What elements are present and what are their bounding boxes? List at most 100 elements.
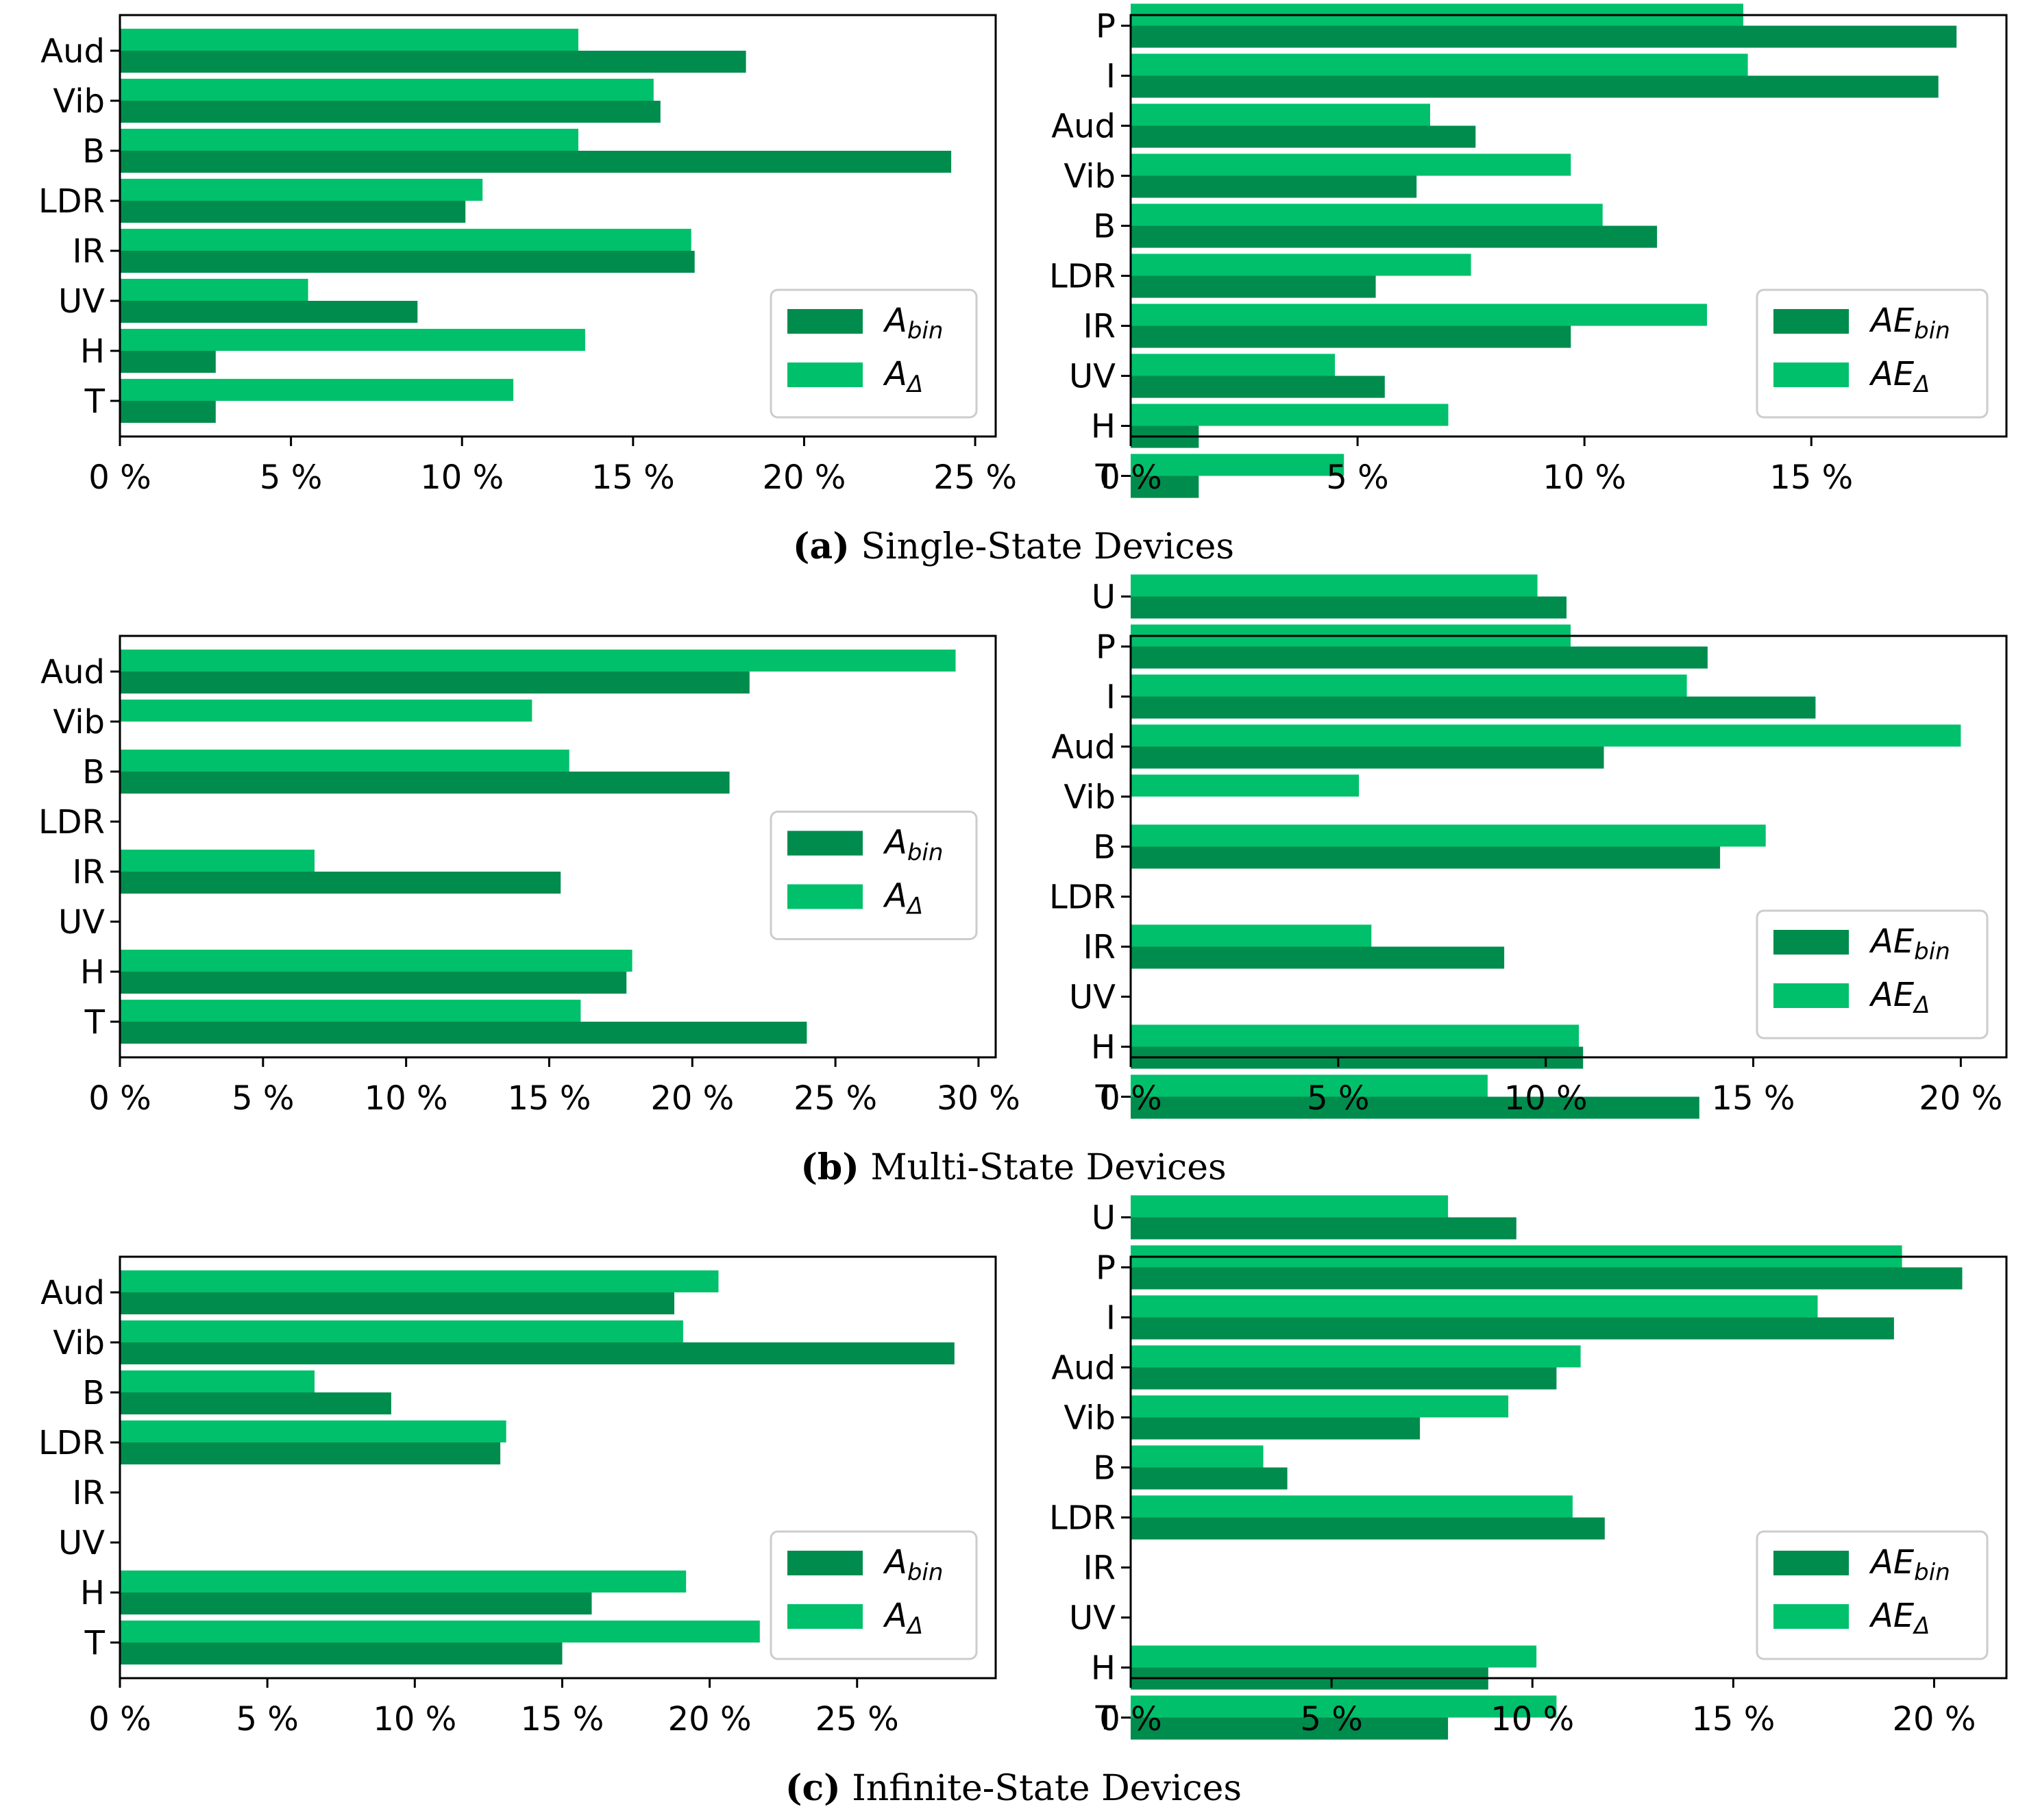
y-tick-label: T xyxy=(84,1624,106,1662)
legend: AEbin AEΔ xyxy=(1756,288,1989,419)
legend-bin-swatch xyxy=(1773,309,1849,334)
bar-bin-h xyxy=(120,351,216,373)
bar-delta-t xyxy=(120,999,581,1022)
bar-delta-ir xyxy=(120,849,315,872)
y-tick-label: H xyxy=(1091,1649,1116,1688)
y-tick-label: LDR xyxy=(38,182,105,221)
y-tick-label: UV xyxy=(58,282,105,321)
caption-b: (b) Multi-State Devices xyxy=(800,1146,1226,1188)
y-tick-label: Vib xyxy=(1064,1399,1116,1438)
bar-bin-b xyxy=(1131,225,1658,248)
legend-box xyxy=(770,1530,978,1660)
bar-delta-ldr xyxy=(120,178,483,201)
x-tick-label: 5 % xyxy=(236,1700,298,1738)
bar-bin-ldr xyxy=(1131,275,1376,298)
x-tick-label: 15 % xyxy=(507,1079,591,1118)
x-tick-label: 20 % xyxy=(1919,1079,2002,1118)
legend-delta-label: AΔ xyxy=(883,877,923,920)
bar-delta-vib xyxy=(1131,153,1571,176)
bar-delta-aud xyxy=(120,1270,719,1292)
y-tick-label: LDR xyxy=(1049,1499,1116,1538)
chart-a-left: Aud Vib B LDR IR UV HT 0 % 5 % 10 % 15 % 20 % 25 % Ab… xyxy=(38,14,1017,497)
bar-delta-t xyxy=(1131,1074,1488,1097)
bar-delta-b xyxy=(120,1370,315,1392)
y-tick-label: Aud xyxy=(1051,728,1116,767)
bar-delta-ldr xyxy=(1131,1495,1573,1518)
x-tick-label: 15 % xyxy=(1769,458,1853,497)
x-tick-label: 15 % xyxy=(591,458,675,497)
legend: AEbin AEΔ xyxy=(1756,909,1989,1040)
bar-delta-h xyxy=(120,328,585,351)
bar-bin-uv xyxy=(120,301,418,323)
bar-delta-vib xyxy=(120,78,654,101)
legend-box xyxy=(770,288,978,419)
y-tick-label: P xyxy=(1096,628,1116,667)
plot-frame xyxy=(1129,14,2008,438)
x-tick-label: 25 % xyxy=(794,1079,877,1118)
bar-delta-h xyxy=(120,1570,687,1592)
caption-b-label: (b) xyxy=(800,1146,859,1188)
x-tick-label: 0 % xyxy=(88,1700,151,1738)
y-tick-label: Aud xyxy=(40,653,105,691)
y-tick-label: UV xyxy=(1069,1599,1116,1638)
legend-bin-label: Abin xyxy=(883,302,943,345)
legend-bin-swatch xyxy=(787,309,863,334)
legend-bin-label: AEbin xyxy=(1869,922,1950,966)
x-tick-label: 10 % xyxy=(1490,1700,1574,1738)
bar-delta-i xyxy=(1131,53,1748,76)
bar-bin-aud xyxy=(1131,125,1476,148)
bar-bin-t xyxy=(1131,1096,1699,1119)
y-tick-label: P xyxy=(1096,8,1116,46)
bar-delta-ldr xyxy=(1131,254,1471,276)
bar-bin-u xyxy=(1131,1217,1516,1240)
bar-bin-h xyxy=(120,1592,592,1615)
bar-delta-b xyxy=(1131,1445,1264,1468)
bar-bin-i xyxy=(1131,696,1816,719)
y-tick-label: Aud xyxy=(40,32,105,71)
bar-bin-t xyxy=(1131,476,1199,498)
bar-delta-vib xyxy=(1131,1395,1509,1418)
bar-delta-t xyxy=(1131,1695,1557,1718)
bar-bin-aud xyxy=(120,51,746,73)
legend-delta-swatch xyxy=(1773,983,1849,1008)
bar-delta-ir xyxy=(1131,304,1707,326)
bar-bin-i xyxy=(1131,1317,1894,1340)
bar-delta-u xyxy=(1131,574,1538,597)
x-tick-label: 10 % xyxy=(373,1700,456,1738)
y-tick-label: H xyxy=(80,332,105,371)
bar-bin-u xyxy=(1131,596,1567,619)
caption-a: (a) Single-State Devices xyxy=(793,526,1234,567)
legend-bin-label: AEbin xyxy=(1869,1543,1950,1586)
y-tick-label: UV xyxy=(1069,358,1116,396)
y-tick-label: UV xyxy=(58,1524,105,1562)
y-tick-label: H xyxy=(1091,1029,1116,1067)
legend: Abin AΔ xyxy=(770,288,978,419)
bar-delta-h xyxy=(120,949,632,972)
y-tick-label: IR xyxy=(1083,929,1116,967)
caption-a-text: Single-State Devices xyxy=(861,526,1234,567)
y-tick-label: UV xyxy=(58,903,105,942)
x-tick-label: 10 % xyxy=(1504,1079,1588,1118)
x-tick-label: 20 % xyxy=(650,1079,734,1118)
bar-delta-vib xyxy=(120,1320,683,1342)
bar-delta-uv xyxy=(1131,354,1335,376)
bar-delta-h xyxy=(1131,1024,1580,1047)
legend-delta-swatch xyxy=(787,884,863,909)
y-tick-label: T xyxy=(1095,1079,1116,1117)
bar-bin-t xyxy=(120,1022,807,1044)
plot-frame xyxy=(119,635,997,1059)
legend-delta-label: AΔ xyxy=(883,1597,923,1640)
x-tick-label: 20 % xyxy=(668,1700,752,1738)
y-tick-label: IR xyxy=(72,853,105,891)
y-tick-label: H xyxy=(80,1574,105,1612)
x-tick-label: 0 % xyxy=(1099,458,1162,497)
bar-delta-aud xyxy=(1131,1345,1581,1368)
bar-bin-uv xyxy=(1131,376,1385,398)
bar-delta-t xyxy=(120,1620,760,1643)
legend: Abin AΔ xyxy=(770,811,978,940)
legend-bin-label: Abin xyxy=(883,1543,943,1586)
y-tick-label: H xyxy=(80,953,105,992)
x-tick-label: 15 % xyxy=(1691,1700,1775,1738)
x-tick-label: 5 % xyxy=(232,1079,294,1118)
